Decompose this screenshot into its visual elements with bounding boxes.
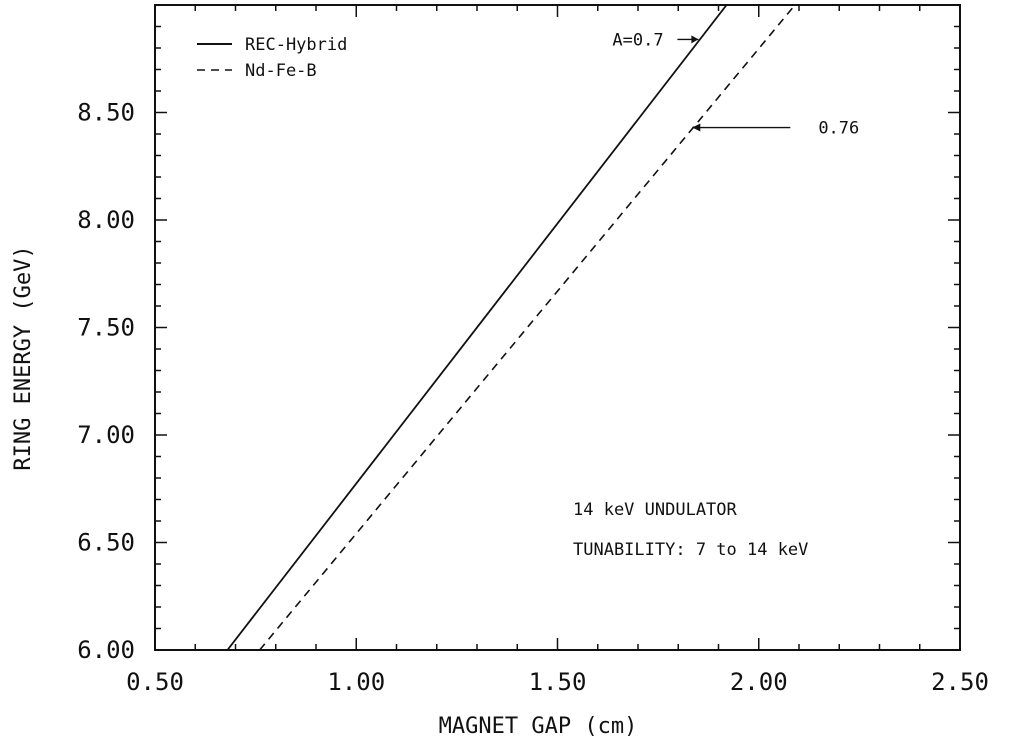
annotation-layer: A=0.7 0.76 bbox=[612, 30, 859, 138]
axis-ticks: 0.50 1.00 1.50 2.00 2.50 6.00 6.50 7.00 7.50 8.00… bbox=[77, 4, 989, 696]
legend: REC-Hybrid Nd-Fe-B bbox=[197, 35, 347, 81]
x-tick-label: 1.00 bbox=[327, 668, 385, 696]
x-tick-label: 2.00 bbox=[730, 668, 788, 696]
series-layer bbox=[226, 5, 796, 650]
note-undulator: 14 keV UNDULATOR bbox=[573, 500, 738, 520]
plot-area bbox=[154, 4, 961, 651]
y-tick-label: 7.00 bbox=[77, 421, 135, 449]
x-tick-label: 2.50 bbox=[931, 668, 989, 696]
x-tick-label: 1.50 bbox=[529, 668, 587, 696]
note-tunability: TUNABILITY: 7 to 14 keV bbox=[573, 540, 808, 560]
annotation-a-arrowhead bbox=[691, 35, 699, 44]
x-axis-title: MAGNET GAP (cm) bbox=[439, 714, 638, 739]
y-tick-label: 8.50 bbox=[77, 99, 135, 127]
y-axis-title: RING ENERGY (GeV) bbox=[11, 245, 36, 470]
y-tick-label: 8.00 bbox=[77, 206, 135, 234]
y-tick-label: 6.50 bbox=[77, 529, 135, 557]
y-tick-label: 7.50 bbox=[77, 314, 135, 342]
series-line-rec-hybrid bbox=[226, 5, 728, 650]
annotation-b-arrowhead bbox=[692, 123, 701, 132]
legend-label-nd-fe-b: Nd-Fe-B bbox=[245, 61, 317, 81]
x-tick-label: 0.50 bbox=[126, 668, 184, 696]
y-tick-label: 6.00 bbox=[77, 636, 135, 664]
annotation-a-label: A=0.7 bbox=[612, 30, 663, 50]
annotation-b-label: 0.76 bbox=[818, 119, 859, 139]
legend-label-rec-hybrid: REC-Hybrid bbox=[245, 35, 347, 55]
